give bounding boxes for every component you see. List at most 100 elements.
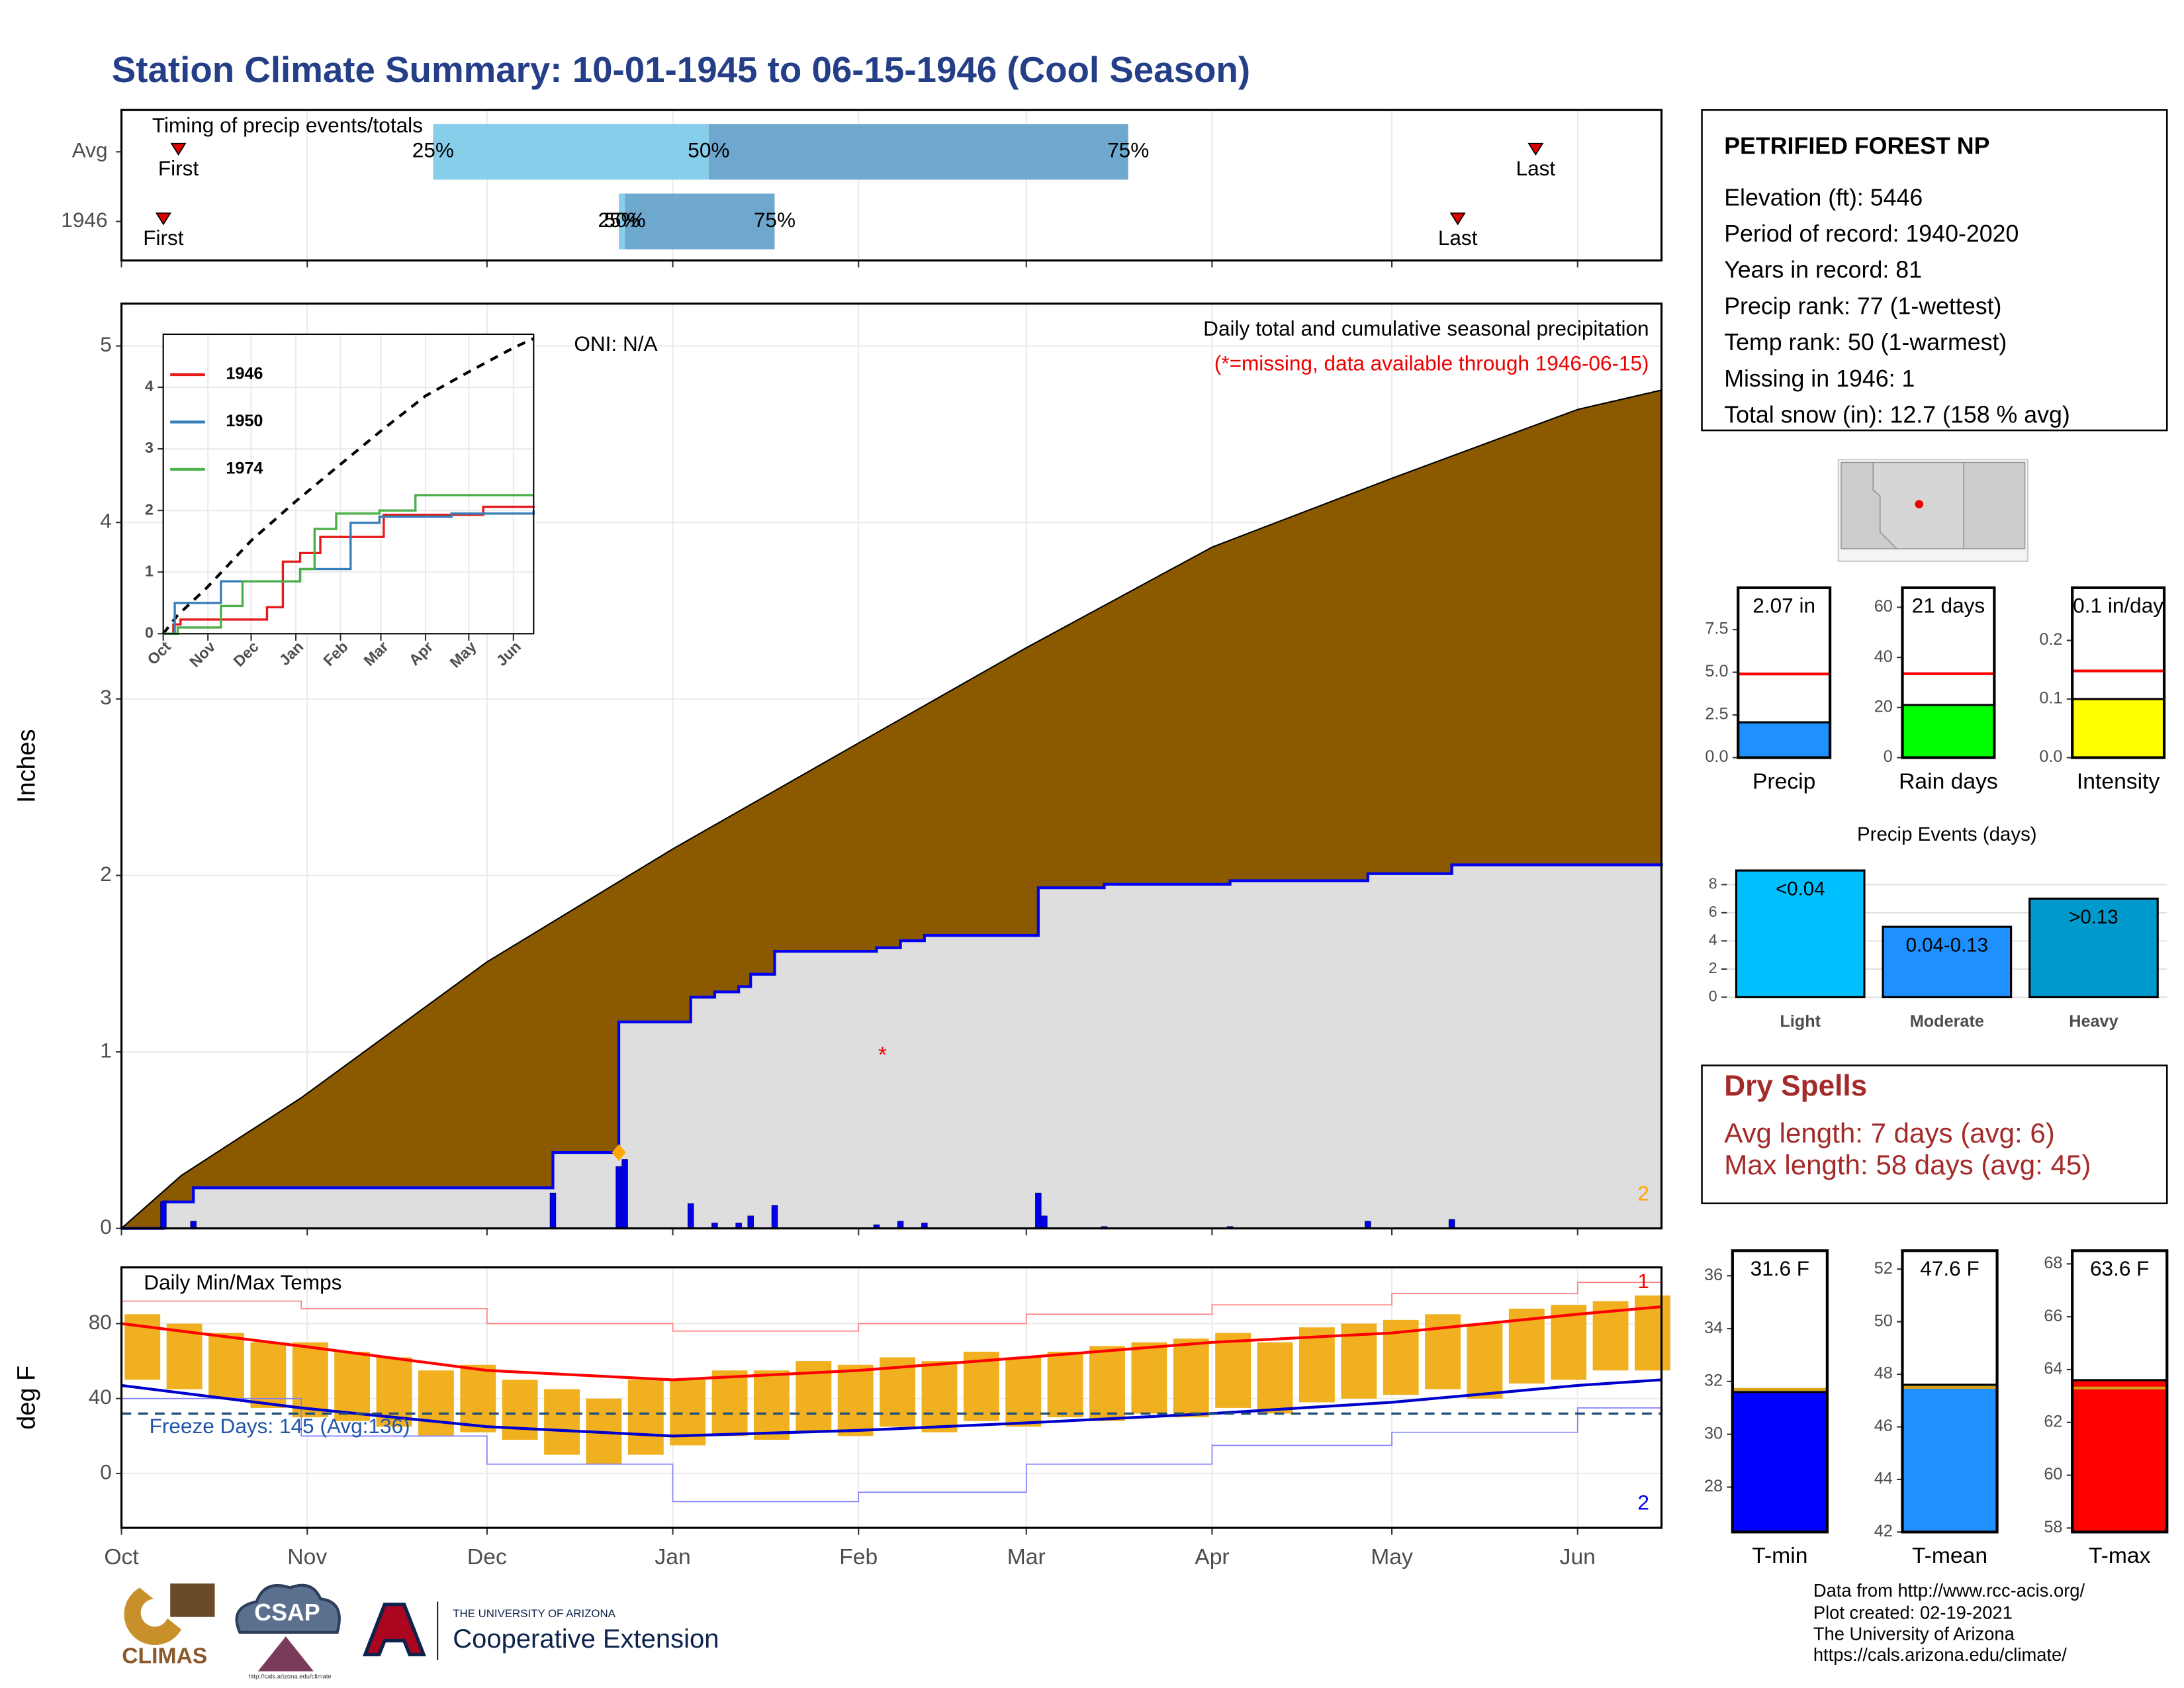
x-tick-label: Mar — [1007, 1545, 1046, 1570]
csap-cloud — [235, 1583, 341, 1634]
y-tick-label: 5 — [100, 332, 112, 356]
daily-bar — [897, 1221, 904, 1229]
footer-line: Plot created: 02-19-2021 — [1813, 1603, 2013, 1623]
temp-range-bar — [1089, 1346, 1125, 1421]
gauge-bar — [1731, 1391, 1829, 1533]
y-tick-label: 64 — [2044, 1360, 2062, 1378]
avg-max-line — [121, 1305, 1662, 1382]
climas-block — [170, 1583, 215, 1617]
gauge-bar — [2071, 698, 2165, 759]
temp-range-bar — [1215, 1333, 1251, 1408]
quantile-label: 50% — [688, 138, 729, 162]
gauge-category-label: Precip — [1752, 769, 1815, 794]
x-tick-label: Jan — [655, 1545, 690, 1570]
footer-line: https://cals.arizona.edu/climate/ — [1813, 1644, 2067, 1665]
y-tick-label: 3 — [145, 439, 154, 456]
y-tick-label: 80 — [89, 1310, 112, 1334]
record-min-line — [121, 1397, 1662, 1503]
gauge-bar — [1737, 721, 1831, 759]
temp-range-bar — [963, 1351, 999, 1421]
x-tick-label: Light — [1780, 1012, 1821, 1031]
series-line — [163, 494, 534, 635]
x-tick-label: May — [1371, 1545, 1413, 1570]
y-tick-label: 68 — [2044, 1254, 2062, 1272]
station-line: Period of record: 1940-2020 — [1724, 220, 2019, 247]
y-tick-label: 0.2 — [2039, 630, 2062, 649]
x-tick-label: Dec — [467, 1545, 507, 1570]
avg-min-line — [121, 1378, 1662, 1438]
y-axis-label: deg F — [13, 1366, 41, 1430]
y-tick-label: 48 — [1874, 1364, 1893, 1383]
temp-range-bar — [754, 1370, 790, 1440]
gauge-value-label: 31.6 F — [1750, 1257, 1810, 1282]
map-state — [1963, 461, 2026, 549]
climas-swirl — [124, 1587, 182, 1646]
panel-frame — [120, 109, 1663, 262]
y-tick-label: 6 — [1709, 903, 1717, 920]
x-tick-label: Feb — [839, 1545, 878, 1570]
y-tick-label: 3 — [100, 685, 112, 709]
gauge-category-label: Rain days — [1899, 769, 1998, 794]
temp-range-bar — [921, 1361, 958, 1432]
row-label: 1946 — [61, 208, 107, 232]
y-tick-label: 28 — [1704, 1477, 1723, 1495]
missing-marker: * — [878, 1043, 887, 1067]
timing-marker — [170, 142, 187, 156]
y-tick-label: 0 — [1884, 747, 1893, 766]
temp-range-bar — [460, 1364, 496, 1432]
gauge-frame — [2071, 1249, 2169, 1534]
temp-range-bar — [1047, 1351, 1083, 1418]
legend-label: 1950 — [226, 412, 263, 430]
gauge-category-label: T-min — [1752, 1544, 1807, 1568]
panel-frame — [120, 303, 1663, 1230]
station-dot — [1915, 500, 1924, 508]
panel-title: Daily Min/Max Temps — [144, 1270, 341, 1294]
y-tick-label: 0 — [100, 1460, 112, 1483]
inset-background — [163, 334, 534, 634]
y-tick-label: 50 — [1874, 1311, 1893, 1330]
y-axis-label: Inches — [13, 729, 41, 803]
y-tick-label: 4 — [100, 509, 112, 533]
y-tick-label: 36 — [1704, 1266, 1723, 1284]
temp-range-bar — [250, 1342, 287, 1408]
daily-bar — [190, 1221, 197, 1229]
temp-range-bar — [544, 1389, 580, 1455]
logo-text: CLIMAS — [122, 1644, 207, 1669]
y-tick-label: 40 — [89, 1385, 112, 1409]
gauge-value-label: 2.07 in — [1752, 594, 1816, 619]
x-tick-label: Apr — [1195, 1545, 1229, 1570]
freeze-label: Freeze Days: 145 (Avg:136) — [150, 1414, 410, 1438]
logo-text: CSAP — [254, 1599, 320, 1626]
record-max-line — [121, 1280, 1662, 1332]
y-tick-label: 2 — [1709, 959, 1717, 976]
event-bar-label: <0.04 — [1776, 878, 1825, 900]
gauge-value-label: 63.6 F — [2089, 1257, 2150, 1282]
gauge-bar — [1901, 704, 1995, 759]
station-line: Missing in 1946: 1 — [1724, 365, 1915, 392]
gauge-value-label-box: 31.6 F — [1750, 1257, 1810, 1282]
y-tick-label: 2 — [145, 500, 154, 518]
legend-label: 1946 — [226, 365, 263, 383]
inset-frame — [162, 333, 535, 635]
dry-spells-frame — [1701, 1064, 2168, 1205]
panel-title: Timing of precip events/totals — [152, 113, 423, 137]
station-line: Elevation (ft): 5446 — [1724, 184, 1923, 211]
y-tick-label: 44 — [1874, 1470, 1893, 1488]
temp-range-bar — [627, 1380, 664, 1455]
gauge-bar — [2071, 1379, 2168, 1533]
y-tick-label: 1 — [145, 562, 154, 579]
panel-frame — [120, 1266, 1663, 1529]
csap-mountain — [257, 1636, 314, 1671]
station-line: Precip rank: 77 (1-wettest) — [1724, 293, 2001, 319]
event-bar — [2028, 897, 2159, 999]
y-tick-label: 4 — [145, 377, 154, 395]
y-tick-label: 20 — [1874, 698, 1893, 716]
y-tick-label: 0 — [145, 624, 154, 641]
event-bar — [1882, 925, 2013, 999]
x-tick-label: Nov — [287, 1545, 327, 1570]
temp-range-bar — [1005, 1357, 1042, 1427]
temp-range-bar — [418, 1370, 454, 1436]
y-tick-label: 0 — [100, 1215, 112, 1239]
event-bar-label: 0.04-0.13 — [1906, 934, 1988, 956]
